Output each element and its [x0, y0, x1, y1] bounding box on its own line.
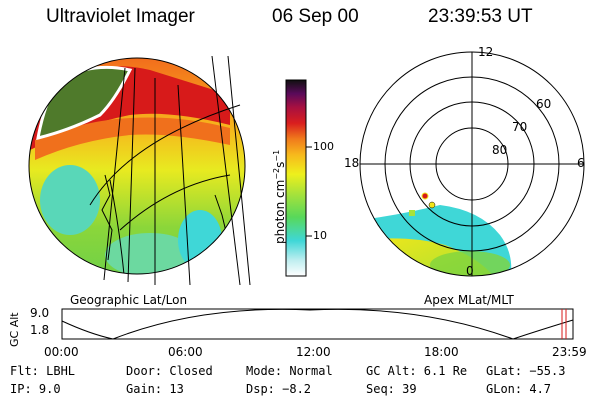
colorbar: [285, 79, 307, 277]
altitude-curve: [61, 308, 574, 340]
timeline-time-4: 23:59: [552, 345, 587, 359]
timeline-frame: [61, 308, 574, 340]
time-label: 23:39:53 UT: [428, 6, 533, 27]
info-mode: Mode: Normal: [246, 364, 333, 378]
info-gain: Gain: 13: [126, 382, 184, 396]
mlat-60-label: 60: [536, 97, 552, 111]
mlt-6-label: 6: [577, 156, 585, 170]
timeline-time-1: 06:00: [168, 345, 203, 359]
geographic-image: [29, 58, 245, 274]
mlt-18-label: 18: [344, 156, 360, 170]
info-glat: GLat: −55.3: [486, 364, 566, 378]
geographic-disk-border: [28, 57, 246, 275]
mlt-0-label: 0: [466, 264, 474, 278]
timeline-ytick-low: 1.8: [30, 323, 50, 337]
mlt-12-label: 12: [478, 45, 494, 59]
mlat-70-label: 70: [512, 120, 528, 134]
timeline-time-0: 00:00: [44, 345, 79, 359]
polar-grid: [359, 51, 585, 277]
apex-map-label: Apex MLat/MLT: [424, 293, 514, 307]
colorbar-unit: photon cm−2s−1: [272, 149, 287, 244]
geographic-map-label: Geographic Lat/Lon: [70, 293, 188, 307]
info-ip: IP: 9.0: [10, 382, 61, 396]
polar-image: [360, 192, 512, 276]
geographic-grid: [89, 55, 251, 286]
timeline-time-2: 12:00: [296, 345, 331, 359]
info-glon: GLon: 4.7: [486, 382, 552, 396]
colorbar-label-10: 10: [313, 229, 327, 242]
info-gcalt: GC Alt: 6.1 Re: [366, 364, 468, 378]
date-label: 06 Sep 00: [272, 6, 359, 27]
mlat-80-label: 80: [492, 143, 508, 157]
info-dsp: Dsp: −8.2: [246, 382, 312, 396]
info-flt: Flt: LBHL: [10, 364, 76, 378]
timeline-ytick-high: 9.0: [30, 306, 50, 320]
colorbar-label-100: 100: [313, 140, 334, 153]
timeline-axis-label: GC Alt: [8, 312, 21, 347]
instrument-title: Ultraviolet Imager: [46, 6, 195, 27]
info-seq: Seq: 39: [366, 382, 417, 396]
info-door: Door: Closed: [126, 364, 213, 378]
timeline-time-3: 18:00: [424, 345, 459, 359]
